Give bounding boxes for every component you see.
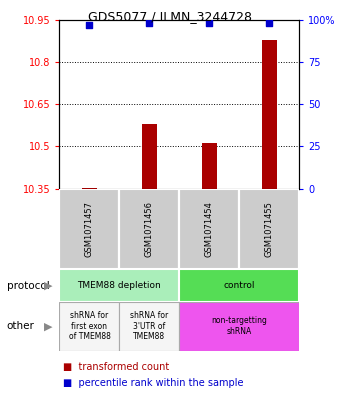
Bar bbox=[202, 143, 217, 189]
Bar bbox=[180, 269, 299, 302]
Text: ▶: ▶ bbox=[44, 281, 53, 290]
Text: control: control bbox=[223, 281, 255, 290]
Bar bbox=[82, 188, 97, 189]
Bar bbox=[59, 269, 180, 302]
Bar bbox=[59, 302, 119, 351]
Text: shRNA for
first exon
of TMEM88: shRNA for first exon of TMEM88 bbox=[69, 311, 110, 341]
Text: ■  transformed count: ■ transformed count bbox=[63, 362, 169, 373]
Point bbox=[87, 22, 92, 28]
Bar bbox=[180, 189, 239, 269]
Text: non-targetting
shRNA: non-targetting shRNA bbox=[211, 316, 267, 336]
Bar bbox=[180, 302, 299, 351]
Bar bbox=[142, 125, 157, 189]
Text: TMEM88 depletion: TMEM88 depletion bbox=[78, 281, 161, 290]
Point bbox=[207, 20, 212, 26]
Point bbox=[267, 20, 272, 26]
Bar bbox=[262, 40, 277, 189]
Bar bbox=[59, 189, 119, 269]
Bar bbox=[119, 302, 179, 351]
Text: protocol: protocol bbox=[7, 281, 50, 290]
Text: GSM1071454: GSM1071454 bbox=[205, 201, 214, 257]
Bar bbox=[239, 189, 299, 269]
Text: ■  percentile rank within the sample: ■ percentile rank within the sample bbox=[63, 378, 243, 388]
Text: GSM1071457: GSM1071457 bbox=[85, 201, 94, 257]
Text: ▶: ▶ bbox=[44, 321, 53, 331]
Text: other: other bbox=[7, 321, 35, 331]
Text: shRNA for
3'UTR of
TMEM88: shRNA for 3'UTR of TMEM88 bbox=[130, 311, 169, 341]
Text: GDS5077 / ILMN_3244728: GDS5077 / ILMN_3244728 bbox=[88, 10, 252, 23]
Text: GSM1071455: GSM1071455 bbox=[265, 201, 274, 257]
Bar bbox=[119, 189, 179, 269]
Point bbox=[147, 20, 152, 26]
Text: GSM1071456: GSM1071456 bbox=[145, 201, 154, 257]
